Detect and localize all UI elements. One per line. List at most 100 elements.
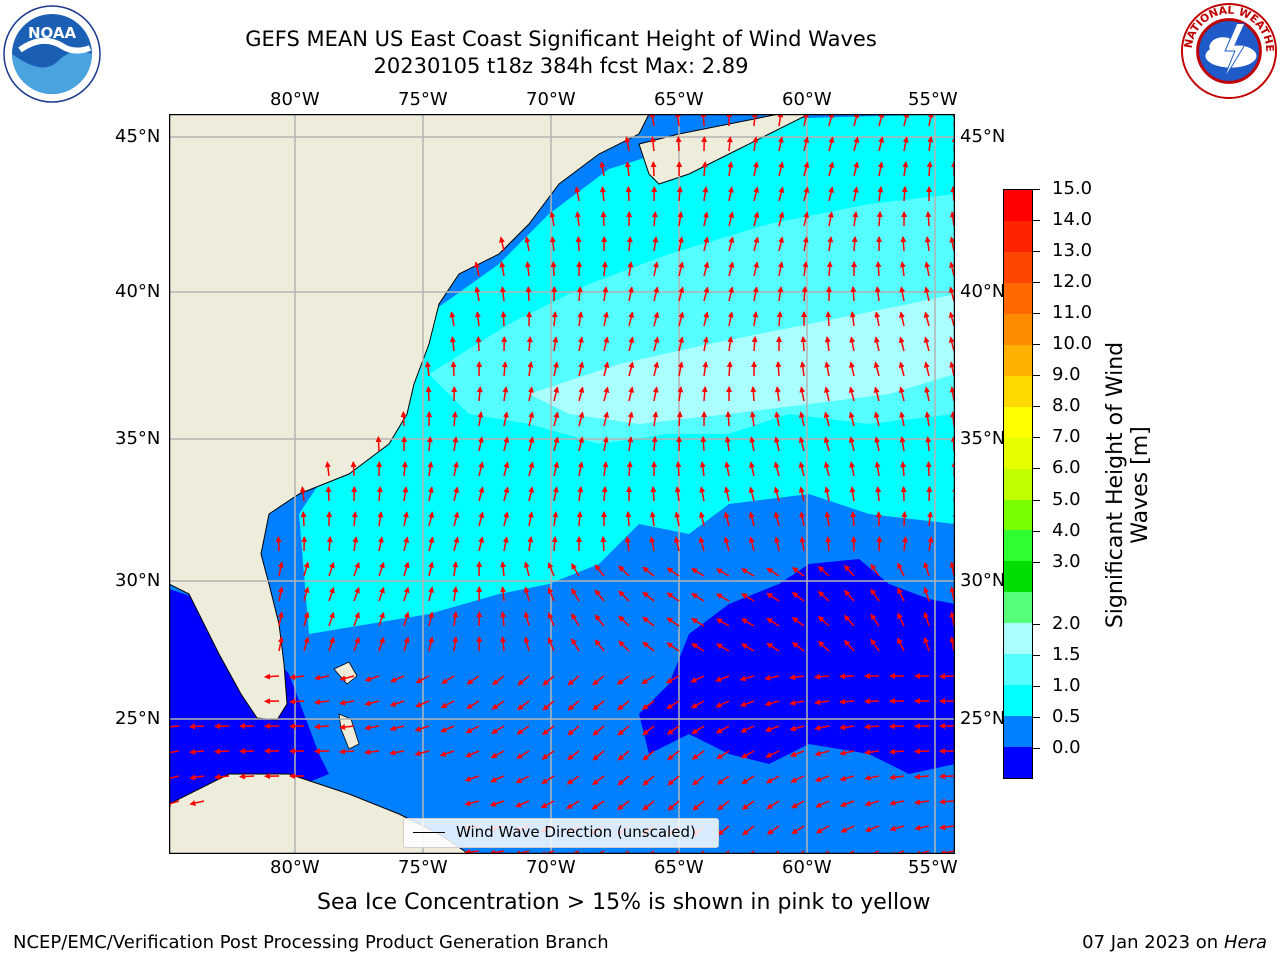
wind-wave-arrow xyxy=(542,700,555,711)
colorbar-title-line2: Waves [m] xyxy=(1128,426,1153,544)
wind-wave-arrow xyxy=(824,336,831,352)
wind-wave-arrow xyxy=(625,511,632,527)
wind-wave-arrow xyxy=(452,636,459,652)
wind-wave-arrow xyxy=(870,563,880,577)
colorbar-tick-label: 12.0 xyxy=(1052,271,1093,293)
wind-wave-arrow xyxy=(541,750,555,760)
colorbar-tick-label: 6.0 xyxy=(1052,457,1081,479)
wind-wave-arrow xyxy=(777,261,784,277)
colorbar-tick-label: 13.0 xyxy=(1052,240,1093,262)
wind-wave-arrow xyxy=(824,386,830,402)
legend-label: Wind Wave Direction (unscaled) xyxy=(456,823,696,841)
wind-wave-arrow xyxy=(189,774,205,781)
wind-wave-arrow xyxy=(489,800,505,807)
wind-wave-arrow xyxy=(428,561,434,577)
wind-wave-arrow xyxy=(571,588,580,602)
colorbar-tick-mark xyxy=(1033,716,1040,718)
wind-wave-arrow xyxy=(751,336,758,352)
wind-wave-arrow xyxy=(899,261,906,277)
map-title-line1: GEFS MEAN US East Coast Significant Heig… xyxy=(245,27,877,51)
wind-wave-arrow xyxy=(778,211,785,227)
wind-wave-arrow xyxy=(728,286,735,302)
wind-wave-arrow xyxy=(914,824,930,831)
wind-wave-arrow xyxy=(828,161,835,177)
wind-wave-arrow xyxy=(817,616,830,627)
wind-wave-arrow xyxy=(653,286,660,302)
wind-wave-arrow xyxy=(800,336,807,352)
wind-wave-arrow xyxy=(500,561,507,577)
wind-wave-arrow xyxy=(665,675,680,684)
colorbar-tick-mark xyxy=(1033,685,1040,687)
wind-wave-arrow xyxy=(889,723,905,730)
wind-wave-arrow xyxy=(464,849,480,854)
wind-wave-arrow xyxy=(378,636,385,652)
wind-wave-arrow xyxy=(939,798,955,805)
wind-wave-arrow xyxy=(773,486,780,502)
wind-wave-arrow xyxy=(949,611,955,627)
wind-wave-arrow xyxy=(877,161,884,177)
wind-wave-arrow xyxy=(649,536,656,552)
wind-wave-arrow xyxy=(339,699,355,706)
wind-wave-arrow xyxy=(898,386,905,402)
wind-wave-arrow xyxy=(599,186,606,202)
wind-wave-arrow xyxy=(949,386,955,402)
wind-wave-arrow xyxy=(389,749,405,756)
wind-wave-arrow xyxy=(524,261,531,277)
wind-wave-arrow xyxy=(678,336,685,352)
lon-label-bottom: 70°W xyxy=(526,857,576,878)
wind-wave-arrow xyxy=(864,800,880,807)
wind-wave-arrow xyxy=(692,800,705,811)
wind-wave-arrow xyxy=(701,386,708,402)
wind-wave-arrow xyxy=(328,561,335,577)
wind-wave-arrow xyxy=(328,636,335,652)
footer-date: 07 Jan 2023 on Hera xyxy=(1082,932,1267,953)
wind-wave-arrow xyxy=(415,675,430,684)
wind-wave-arrow xyxy=(678,261,685,277)
wind-wave-arrow xyxy=(314,723,330,730)
wind-wave-arrow xyxy=(741,593,755,602)
wind-wave-arrow xyxy=(277,611,284,627)
lat-label-left: 25°N xyxy=(115,708,161,729)
wind-wave-arrow xyxy=(691,568,705,577)
wind-wave-arrow xyxy=(525,286,532,302)
wind-wave-arrow xyxy=(853,136,860,152)
wind-wave-arrow xyxy=(547,587,555,602)
wind-wave-arrow xyxy=(828,136,835,152)
wind-wave-arrow xyxy=(765,775,780,784)
colorbar-tick-label: 2.0 xyxy=(1052,612,1081,634)
wind-wave-arrow xyxy=(441,675,455,685)
wind-wave-arrow xyxy=(839,673,855,680)
wind-wave-arrow xyxy=(553,411,560,427)
wind-wave-arrow xyxy=(798,486,805,502)
wind-wave-arrow xyxy=(790,775,805,783)
colorbar-tick-mark xyxy=(1033,220,1040,222)
wind-wave-arrow xyxy=(567,750,580,761)
wind-wave-arrow xyxy=(577,461,584,477)
wind-wave-arrow xyxy=(716,618,730,627)
wind-wave-arrow xyxy=(677,361,684,377)
wind-wave-arrow xyxy=(823,461,830,477)
wind-wave-arrow xyxy=(727,186,734,202)
wind-wave-arrow xyxy=(839,775,855,782)
wind-wave-arrow xyxy=(778,186,785,202)
wind-wave-arrow xyxy=(774,536,781,552)
wind-wave-arrow xyxy=(897,562,905,577)
footer-date-text: 07 Jan 2023 on xyxy=(1082,932,1219,953)
wind-wave-arrow xyxy=(550,261,557,277)
wind-wave-arrow xyxy=(698,536,705,552)
wind-wave-arrow xyxy=(844,639,855,652)
wind-wave-arrow xyxy=(691,750,705,760)
wind-wave-arrow xyxy=(898,361,905,377)
wind-wave-arrow xyxy=(949,236,955,252)
wind-wave-arrow xyxy=(364,749,380,756)
wind-wave-arrow xyxy=(616,675,630,685)
wind-wave-arrow xyxy=(567,725,580,736)
wind-wave-arrow xyxy=(742,825,755,836)
wind-wave-arrow xyxy=(378,586,385,602)
colorbar-title: Significant Height of Wind Waves [m] xyxy=(1103,335,1153,635)
wind-wave-arrow xyxy=(516,725,530,735)
wind-wave-arrow xyxy=(523,586,530,602)
wind-wave-arrow xyxy=(476,386,483,402)
wind-wave-arrow xyxy=(741,800,755,810)
wind-wave-arrow xyxy=(874,436,881,452)
